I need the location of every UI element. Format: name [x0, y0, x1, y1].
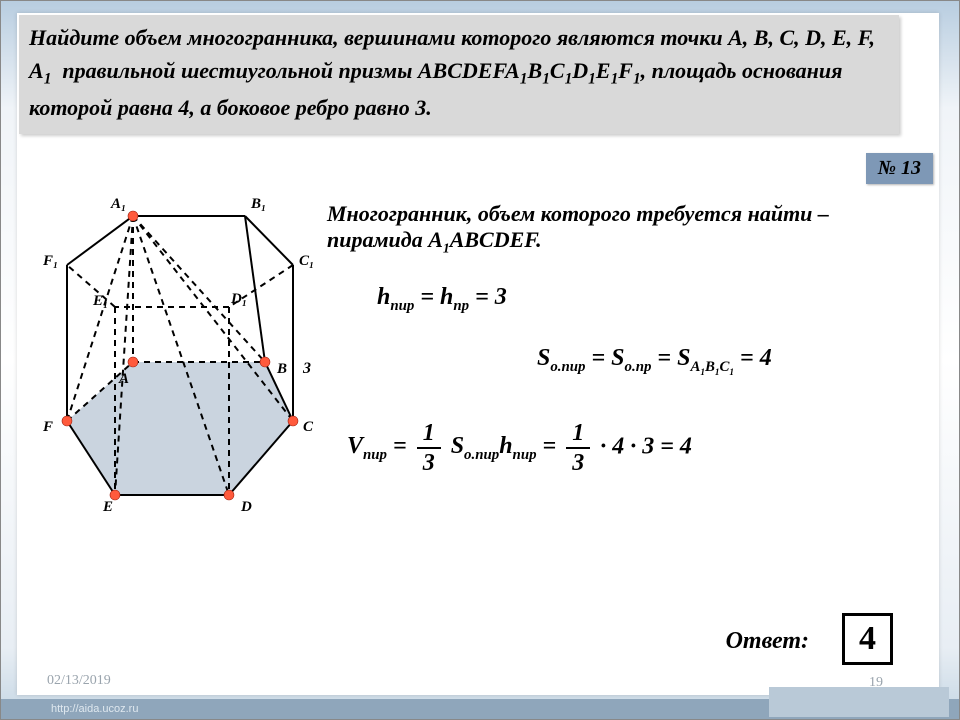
fraction-1: 1 3: [417, 421, 441, 475]
slide-frame: Найдите объем многогранника, вершинами к…: [0, 0, 960, 720]
svg-text:B: B: [276, 361, 287, 377]
svg-text:F₁: F₁: [42, 253, 58, 269]
problem-statement: Найдите объем многогранника, вершинами к…: [19, 15, 899, 134]
footer-patch: [769, 687, 949, 717]
svg-text:D: D: [240, 499, 252, 515]
footer-date: 02/13/2019: [47, 673, 111, 689]
frac1-num: 1: [417, 421, 441, 449]
footer-strip: http://aida.ucoz.ru: [1, 699, 959, 719]
svg-text:C₁: C₁: [299, 253, 314, 269]
answer-label: Ответ:: [726, 628, 809, 655]
svg-text:D₁: D₁: [230, 291, 247, 307]
svg-text:E: E: [102, 499, 113, 515]
problem-text: Найдите объем многогранника, вершинами к…: [29, 25, 875, 120]
vol-tail: · 4 · 3 = 4: [600, 433, 692, 459]
frac1-den: 3: [417, 449, 441, 475]
answer-value: 4: [842, 613, 893, 665]
equation-area: Sо.пир = Sо.пр = SA1B1C1 = 4: [537, 345, 929, 377]
svg-text:3: 3: [302, 360, 311, 377]
prism-diagram: 3 A₁ B₁ C₁ D₁ E₁ F₁ A B C D E F: [29, 193, 319, 523]
solution-block: Многогранник, объем которого требуется н…: [327, 201, 929, 475]
frac2-den: 3: [566, 449, 590, 475]
svg-text:A: A: [118, 371, 129, 387]
svg-text:C: C: [303, 419, 314, 435]
fraction-2: 1 3: [566, 421, 590, 475]
svg-text:F: F: [42, 419, 53, 435]
vol-mid: Sо.пирhпир =: [451, 433, 563, 459]
slide-inner: Найдите объем многогранника, вершинами к…: [17, 13, 939, 695]
svg-text:A₁: A₁: [110, 196, 126, 212]
vol-lead: Vпир =: [347, 433, 413, 459]
svg-text:E₁: E₁: [92, 293, 108, 309]
equation-volume: Vпир = 1 3 Sо.пирhпир = 1 3 · 4 · 3 = 4: [347, 421, 929, 475]
footer-url: http://aida.ucoz.ru: [51, 703, 138, 715]
task-number-badge: № 13: [866, 153, 933, 184]
svg-text:B₁: B₁: [250, 196, 266, 212]
frac2-num: 1: [566, 421, 590, 449]
equation-height: hпир = hпр = 3: [377, 284, 929, 315]
solution-intro: Многогранник, объем которого требуется н…: [327, 201, 929, 256]
